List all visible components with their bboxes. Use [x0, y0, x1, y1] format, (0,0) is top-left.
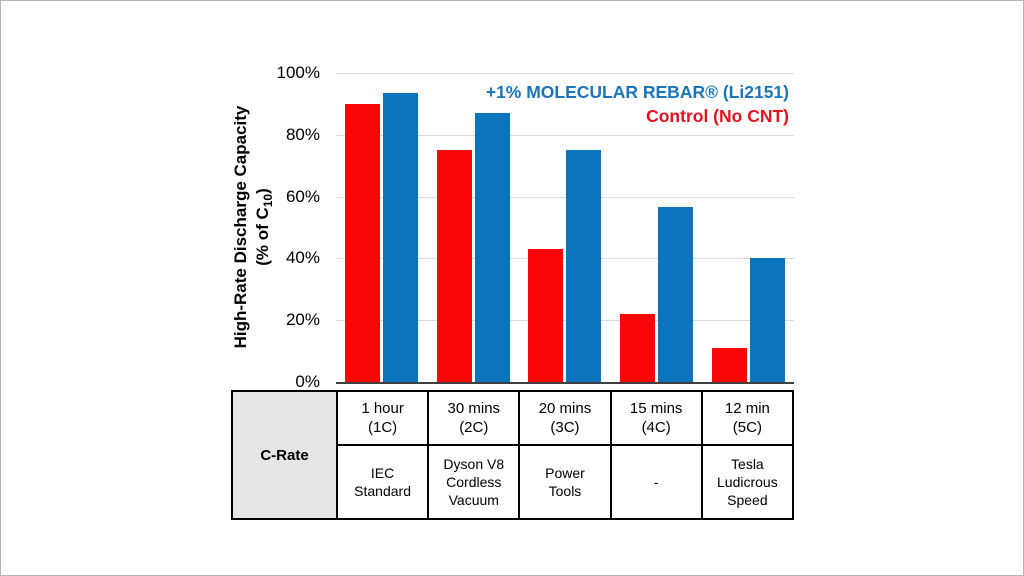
legend-item-rebar: +1% MOLECULAR REBAR® (Li2151) [485, 82, 789, 102]
example-cell-2c: Dyson V8 Cordless Vacuum [427, 444, 521, 520]
y-tick-100: 100% [276, 63, 320, 82]
bar-group [702, 73, 794, 382]
rate-cell-1c: 1 hour (1C) [335, 390, 430, 446]
rate-cell-4c: 15 mins (4C) [609, 390, 703, 446]
bar-group [336, 73, 428, 382]
y-tick-20: 20% [285, 310, 320, 330]
bar-control [711, 348, 747, 382]
gridline [336, 73, 794, 74]
y-tick-0: 0% [295, 372, 320, 391]
bar-group [611, 73, 703, 382]
chart-legend: +1% MOLECULAR REBAR® (Li2151) Control (N… [486, 80, 789, 128]
rate-cell-2c: 30 mins (2C) [427, 390, 521, 446]
bar-control [620, 314, 656, 382]
y-axis-ticks: 100% 80% 60% 40% 20% 0% [231, 63, 328, 391]
example-cell-4c: - [609, 444, 703, 520]
bar-group [519, 73, 611, 382]
y-tick-80: 80% [285, 124, 320, 144]
bar-series-container [336, 73, 794, 382]
bar-control [528, 249, 564, 382]
example-cell-5c: Tesla Ludicrous Speed [700, 444, 795, 520]
bar-rebar [566, 150, 602, 382]
bar-rebar [474, 113, 510, 382]
gridline [336, 320, 794, 322]
bar-control [345, 103, 381, 382]
rate-cell-5c: 12 min (5C) [700, 390, 795, 446]
bar-group [428, 73, 520, 382]
gridline [336, 258, 794, 260]
rate-cell-3c: 20 mins (3C) [518, 390, 612, 446]
c-rate-table: C-Rate 1 hour (1C) 30 mins (2C) 20 mins … [231, 390, 795, 520]
bar-control [436, 150, 472, 382]
gridline [336, 196, 794, 198]
bar-rebar [658, 207, 694, 382]
c-rate-header-cell: C-Rate [231, 390, 338, 520]
y-tick-40: 40% [285, 248, 320, 268]
example-cell-1c: IEC Standard [335, 444, 430, 520]
example-cell-3c: Power Tools [518, 444, 612, 520]
y-tick-60: 60% [285, 186, 320, 206]
plot-area [336, 73, 794, 384]
bar-rebar [749, 258, 785, 382]
legend-item-control: Control (No CNT) [646, 106, 789, 126]
bar-rebar [383, 93, 419, 382]
gridline [336, 134, 794, 136]
